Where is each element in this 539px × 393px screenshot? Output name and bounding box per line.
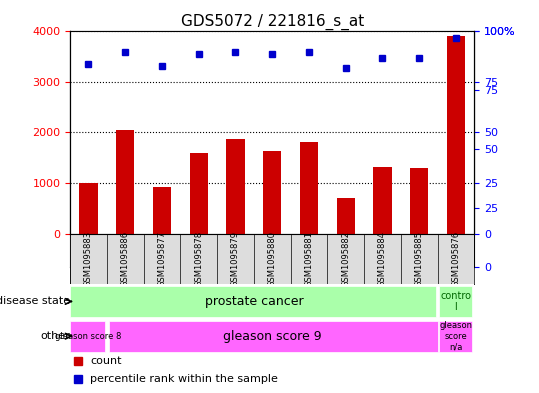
Text: GSM1095877: GSM1095877	[157, 231, 167, 287]
Text: GSM1095878: GSM1095878	[194, 231, 203, 287]
Text: GSM1095881: GSM1095881	[305, 231, 314, 287]
Title: GDS5072 / 221816_s_at: GDS5072 / 221816_s_at	[181, 14, 364, 30]
Text: other: other	[40, 331, 70, 341]
Text: gleason score 8: gleason score 8	[56, 332, 122, 341]
Text: GSM1095884: GSM1095884	[378, 231, 387, 287]
Text: GSM1095885: GSM1095885	[414, 231, 424, 287]
Text: GSM1095880: GSM1095880	[268, 231, 277, 287]
Text: prostate cancer: prostate cancer	[204, 295, 303, 308]
Text: percentile rank within the sample: percentile rank within the sample	[91, 374, 278, 384]
Bar	[226, 139, 245, 233]
Bar	[79, 183, 98, 233]
Bar	[263, 151, 281, 233]
Text: count: count	[91, 356, 122, 366]
Text: GSM1095883: GSM1095883	[84, 231, 93, 287]
FancyBboxPatch shape	[109, 321, 438, 352]
Bar	[153, 187, 171, 233]
Text: GSM1095876: GSM1095876	[452, 231, 460, 287]
Text: disease state: disease state	[0, 296, 70, 307]
Text: gleason score 9: gleason score 9	[223, 330, 321, 343]
FancyBboxPatch shape	[70, 321, 105, 352]
Text: GSM1095879: GSM1095879	[231, 231, 240, 287]
Text: GSM1095886: GSM1095886	[121, 231, 130, 287]
Bar	[447, 37, 465, 233]
Bar	[300, 141, 318, 233]
Text: contro
l: contro l	[440, 291, 472, 312]
Bar	[410, 168, 429, 233]
Bar	[373, 167, 392, 233]
Text: GSM1095882: GSM1095882	[341, 231, 350, 287]
FancyBboxPatch shape	[70, 286, 436, 317]
Bar	[190, 153, 208, 233]
Text: gleason
score
n/a: gleason score n/a	[439, 321, 473, 351]
Bar	[116, 130, 134, 233]
Bar	[336, 198, 355, 233]
FancyBboxPatch shape	[439, 321, 473, 352]
FancyBboxPatch shape	[439, 286, 473, 317]
